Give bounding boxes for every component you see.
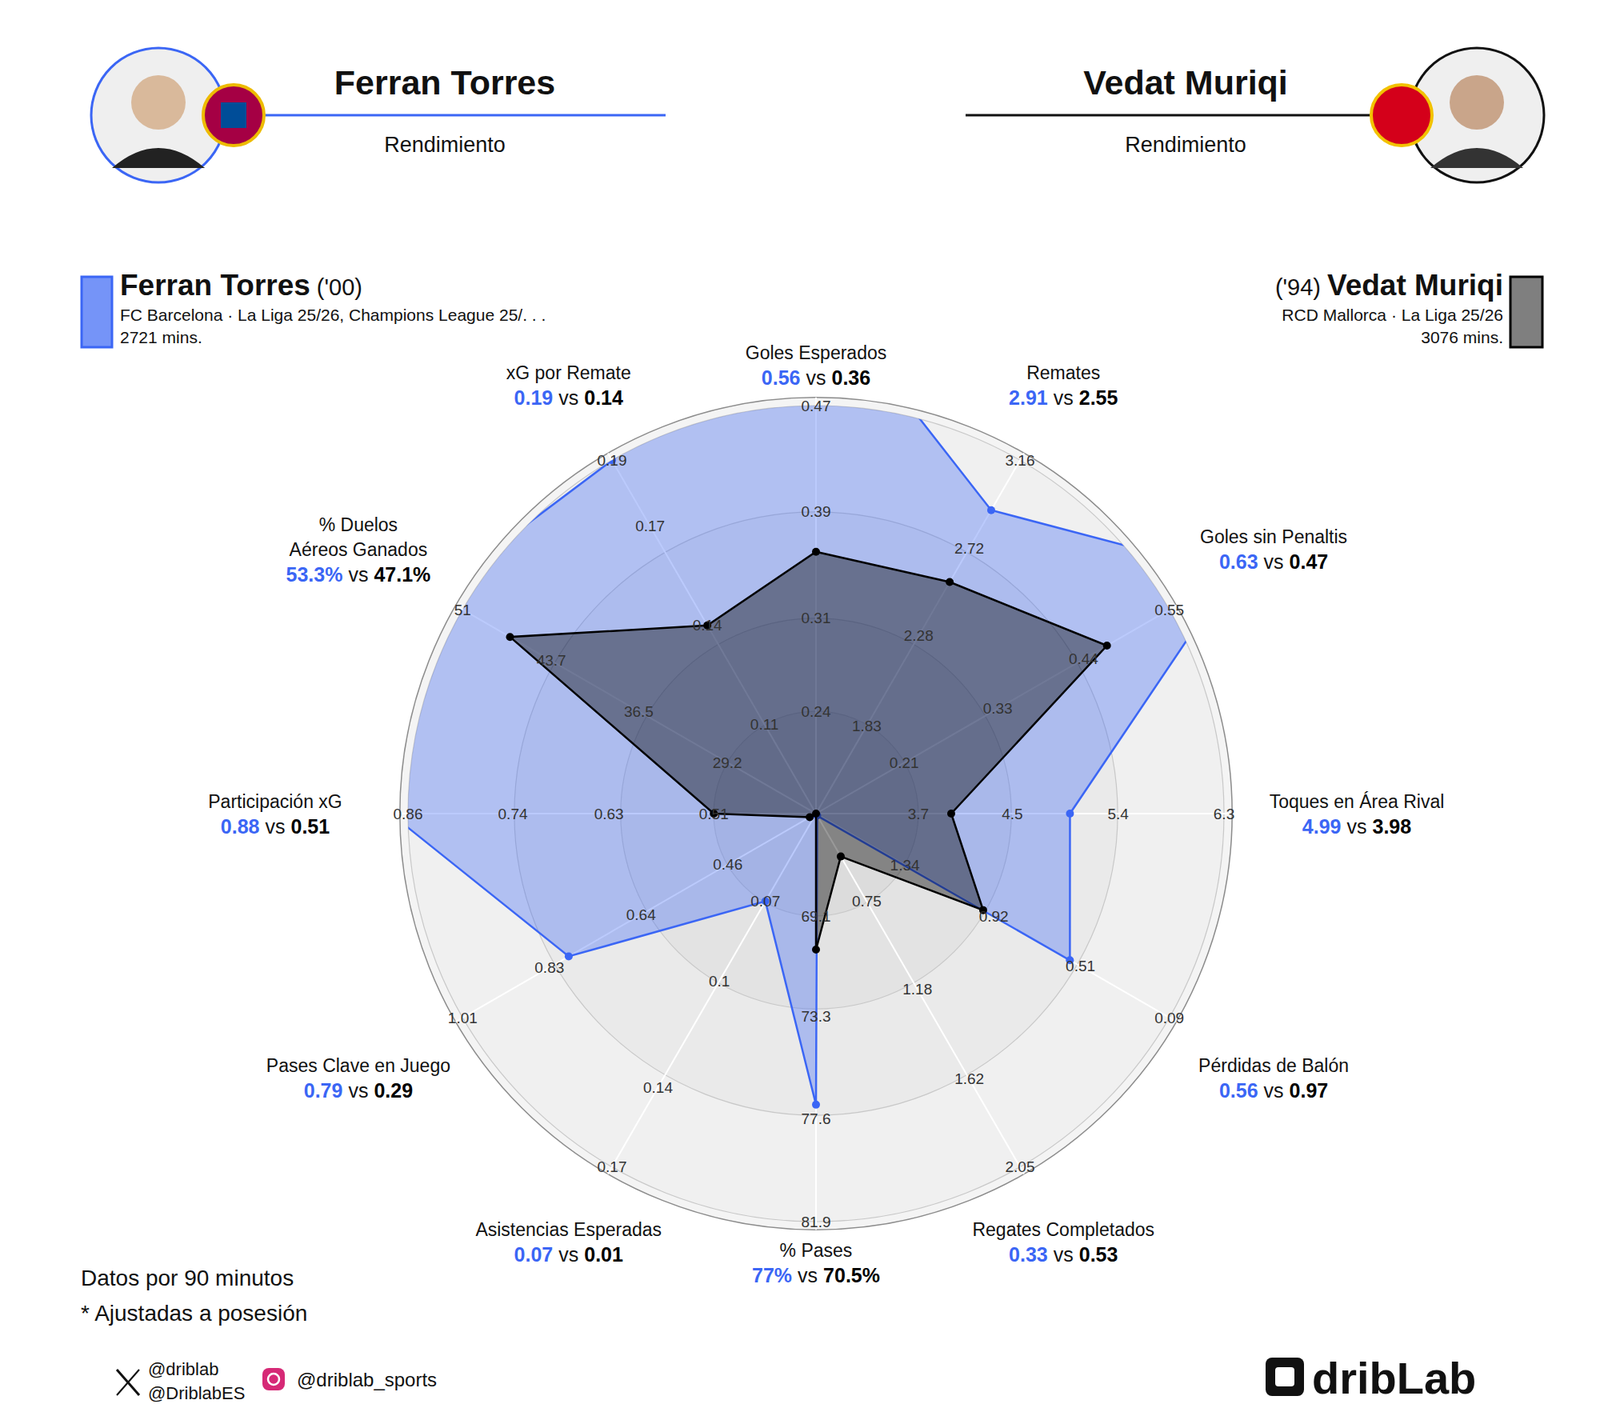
svg-text:0.17: 0.17 — [635, 517, 665, 535]
svg-text:77.6: 77.6 — [801, 1110, 832, 1128]
svg-text:1.18: 1.18 — [902, 980, 932, 998]
svg-text:73.3: 73.3 — [801, 1008, 832, 1025]
svg-text:4.99vs3.98: 4.99vs3.98 — [1302, 815, 1412, 838]
svg-text:2.28: 2.28 — [904, 627, 934, 644]
svg-text:Vedat Muriqi: Vedat Muriqi — [1083, 63, 1288, 102]
svg-text:0.92: 0.92 — [979, 908, 1009, 925]
svg-text:0.21: 0.21 — [889, 754, 920, 772]
svg-text:Aéreos Ganados: Aéreos Ganados — [289, 539, 428, 560]
svg-text:36.5: 36.5 — [624, 703, 654, 720]
svg-text:0.55: 0.55 — [1154, 601, 1184, 619]
svg-text:0.19vs0.14: 0.19vs0.14 — [514, 386, 624, 409]
svg-text:% Duelos: % Duelos — [319, 514, 398, 536]
svg-text:2.72: 2.72 — [954, 540, 984, 557]
svg-text:3.16: 3.16 — [1005, 452, 1036, 469]
svg-text:0.17: 0.17 — [597, 1158, 628, 1176]
svg-text:0.44: 0.44 — [1068, 650, 1099, 668]
svg-text:0.51: 0.51 — [699, 805, 729, 823]
svg-text:1.01: 1.01 — [448, 1009, 478, 1027]
svg-text:2.05: 2.05 — [1005, 1158, 1036, 1176]
svg-text:0.86: 0.86 — [393, 805, 424, 823]
svg-text:xG por Remate: xG por Remate — [506, 362, 632, 384]
svg-text:0.83: 0.83 — [534, 959, 564, 976]
svg-text:2.91vs2.55: 2.91vs2.55 — [1008, 386, 1118, 409]
svg-text:Ferran Torres: Ferran Torres — [334, 63, 556, 102]
svg-text:69.1: 69.1 — [801, 908, 832, 925]
svg-text:0.39: 0.39 — [801, 503, 832, 520]
svg-text:Rendimiento: Rendimiento — [384, 132, 506, 157]
svg-text:1.62: 1.62 — [954, 1070, 984, 1088]
svg-text:Pases Clave en Juego: Pases Clave en Juego — [266, 1055, 451, 1076]
svg-text:('94)Vedat Muriqi: ('94)Vedat Muriqi — [1275, 268, 1504, 302]
svg-text:3.7: 3.7 — [908, 805, 929, 823]
svg-text:0.79vs0.29: 0.79vs0.29 — [304, 1079, 413, 1102]
svg-text:0.56vs0.36: 0.56vs0.36 — [761, 366, 871, 389]
svg-text:@driblab: @driblab — [148, 1359, 219, 1380]
svg-text:0.14: 0.14 — [692, 616, 723, 634]
svg-text:0.63vs0.47: 0.63vs0.47 — [1219, 550, 1328, 573]
svg-text:0.09: 0.09 — [1154, 1009, 1184, 1027]
svg-text:0.64: 0.64 — [626, 906, 656, 924]
svg-text:Rendimiento: Rendimiento — [1124, 132, 1247, 157]
svg-text:0.31: 0.31 — [801, 609, 832, 627]
svg-text:% Pases: % Pases — [780, 1240, 853, 1261]
svg-text:Regates Completados: Regates Completados — [972, 1219, 1155, 1240]
svg-text:0.47: 0.47 — [801, 397, 832, 415]
svg-text:0.1: 0.1 — [708, 972, 730, 990]
svg-text:0.74: 0.74 — [498, 805, 528, 823]
svg-text:3076 mins.: 3076 mins. — [1420, 328, 1504, 347]
svg-text:51: 51 — [454, 601, 472, 619]
svg-text:Participación xG: Participación xG — [208, 791, 342, 812]
svg-text:FC Barcelona · La Liga 25/26,: FC Barcelona · La Liga 25/26, Champions … — [120, 305, 546, 324]
svg-text:@driblab_sports: @driblab_sports — [296, 1368, 437, 1391]
svg-text:2721 mins.: 2721 mins. — [120, 328, 203, 347]
svg-text:Goles sin Penaltis: Goles sin Penaltis — [1200, 526, 1348, 548]
svg-text:0.19: 0.19 — [597, 452, 628, 469]
svg-text:0.33: 0.33 — [983, 700, 1013, 717]
svg-text:0.56vs0.97: 0.56vs0.97 — [1219, 1079, 1328, 1102]
svg-text:0.33vs0.53: 0.33vs0.53 — [1008, 1243, 1118, 1266]
svg-text:0.24: 0.24 — [801, 703, 832, 720]
svg-text:0.51: 0.51 — [1065, 957, 1096, 975]
svg-text:29.2: 29.2 — [712, 754, 743, 772]
svg-text:Toques en Área Rival: Toques en Área Rival — [1269, 791, 1445, 812]
svg-text:0.75: 0.75 — [852, 892, 882, 910]
svg-text:43.7: 43.7 — [536, 652, 567, 669]
svg-text:* Ajustadas a posesión: * Ajustadas a posesión — [80, 1300, 308, 1326]
svg-text:6.3: 6.3 — [1213, 805, 1235, 823]
svg-text:Ferran Torres('00): Ferran Torres('00) — [120, 268, 363, 302]
svg-text:Datos por 90 minutos: Datos por 90 minutos — [80, 1265, 294, 1291]
svg-text:dribLab: dribLab — [1312, 1352, 1476, 1404]
svg-text:Asistencias Esperadas: Asistencias Esperadas — [475, 1219, 662, 1240]
svg-text:Goles Esperados: Goles Esperados — [745, 342, 887, 364]
svg-text:0.63: 0.63 — [594, 805, 624, 823]
svg-text:@DriblabES: @DriblabES — [148, 1383, 245, 1404]
svg-text:4.5: 4.5 — [1001, 805, 1023, 823]
svg-text:Pérdidas de Balón: Pérdidas de Balón — [1198, 1055, 1349, 1076]
svg-text:0.07vs0.01: 0.07vs0.01 — [514, 1243, 624, 1266]
svg-text:53.3%vs47.1%: 53.3%vs47.1% — [286, 563, 432, 586]
svg-text:1.83: 1.83 — [852, 717, 882, 735]
svg-text:1.34: 1.34 — [890, 856, 920, 874]
svg-text:0.46: 0.46 — [712, 856, 743, 873]
svg-text:77%vs70.5%: 77%vs70.5% — [752, 1264, 880, 1287]
svg-text:0.11: 0.11 — [750, 716, 780, 733]
svg-text:Remates: Remates — [1026, 362, 1100, 384]
svg-text:0.07: 0.07 — [750, 892, 780, 910]
svg-text:81.9: 81.9 — [801, 1213, 832, 1231]
svg-text:0.88vs0.51: 0.88vs0.51 — [220, 815, 330, 838]
svg-text:0.14: 0.14 — [643, 1079, 673, 1096]
svg-text:5.4: 5.4 — [1108, 805, 1130, 823]
svg-text:RCD Mallorca · La Liga 25/26: RCD Mallorca · La Liga 25/26 — [1281, 305, 1504, 324]
